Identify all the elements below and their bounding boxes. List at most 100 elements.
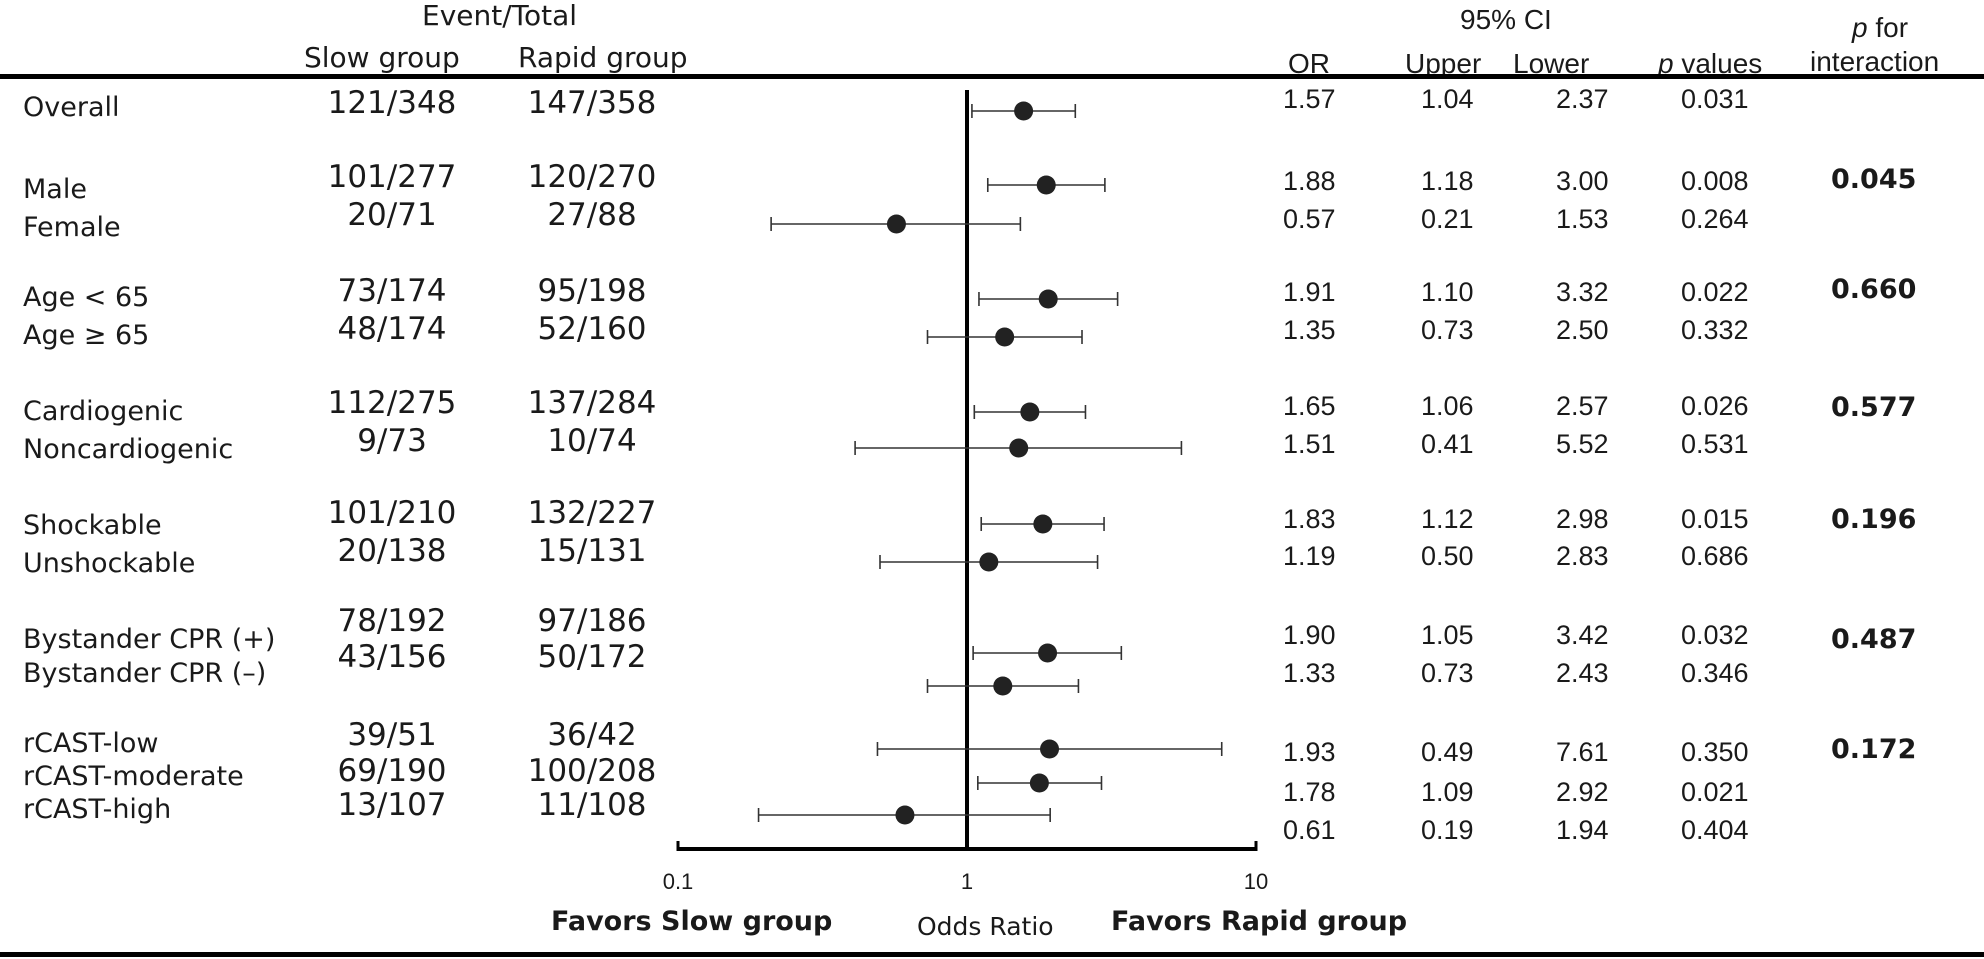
slow-group-count: 39/51 <box>347 717 437 753</box>
p-values-rest: values <box>1673 48 1763 79</box>
or-value: 1.93 <box>1283 737 1336 767</box>
or-point <box>979 552 999 572</box>
p-value: 0.350 <box>1681 737 1749 767</box>
rapid-group-count: 11/108 <box>537 787 647 823</box>
p-values-italic: p <box>1658 48 1674 79</box>
rapid-group-count: 10/74 <box>547 423 637 459</box>
or-value: 1.35 <box>1283 315 1336 345</box>
ci-header: 95% CI <box>1460 4 1552 35</box>
row-label: Cardiogenic <box>23 396 184 427</box>
ci-upper-value: 0.73 <box>1421 315 1474 345</box>
or-point <box>1014 101 1034 121</box>
p-value: 0.531 <box>1681 429 1749 459</box>
p-interaction-bystander: 0.487 <box>1831 624 1917 655</box>
x-tick-label: 0.1 <box>663 869 694 894</box>
rapid-group-count: 15/131 <box>537 533 647 569</box>
p-value: 0.015 <box>1681 504 1749 534</box>
row-label: Male <box>23 174 87 205</box>
or-header: OR <box>1288 48 1330 79</box>
row-label: Noncardiogenic <box>23 434 234 465</box>
slow-group-count: 112/275 <box>327 385 457 421</box>
ci-lower-value: 5.52 <box>1556 429 1609 459</box>
or-point <box>1040 739 1060 759</box>
p-value: 0.686 <box>1681 541 1749 571</box>
row-label: Age ≥ 65 <box>23 320 150 351</box>
rapid-group-count: 97/186 <box>537 603 647 639</box>
slow-group-count: 78/192 <box>337 603 447 639</box>
slow-group-count: 20/71 <box>347 197 437 233</box>
slow-group-count: 13/107 <box>337 787 447 823</box>
rapid-group-count: 36/42 <box>547 717 637 753</box>
rapid-group-count: 95/198 <box>537 273 647 309</box>
or-value: 1.91 <box>1283 277 1336 307</box>
slow-group-count: 9/73 <box>357 423 427 459</box>
or-value: 1.88 <box>1283 166 1336 196</box>
p-interaction-rcast: 0.172 <box>1831 734 1917 765</box>
ci-lower-value: 2.92 <box>1556 777 1609 807</box>
slow-group-count: 20/138 <box>337 533 447 569</box>
ci-lower-value: 1.53 <box>1556 204 1609 234</box>
ci-upper-value: 1.04 <box>1421 84 1474 114</box>
ci-upper-value: 0.50 <box>1421 541 1474 571</box>
or-point <box>1036 175 1056 195</box>
or-value: 1.65 <box>1283 391 1336 421</box>
rapid-group-header: Rapid group <box>518 41 688 74</box>
slow-group-count: 73/174 <box>337 273 447 309</box>
p-interaction-etiology: 0.577 <box>1831 392 1917 423</box>
p-value: 0.032 <box>1681 620 1749 650</box>
or-value: 1.33 <box>1283 658 1336 688</box>
p-value: 0.346 <box>1681 658 1749 688</box>
p-value: 0.404 <box>1681 815 1749 845</box>
lower-header: Lower <box>1513 48 1590 79</box>
ci-lower-value: 2.98 <box>1556 504 1609 534</box>
ci-upper-value: 1.09 <box>1421 777 1474 807</box>
or-point <box>995 327 1015 347</box>
x-tick-label: 10 <box>1244 869 1268 894</box>
ci-upper-value: 1.06 <box>1421 391 1474 421</box>
rapid-group-count: 50/172 <box>537 639 647 675</box>
p-value: 0.026 <box>1681 391 1749 421</box>
rapid-group-count: 120/270 <box>527 159 657 195</box>
or-value: 0.61 <box>1283 815 1336 845</box>
p-value: 0.264 <box>1681 204 1749 234</box>
or-point <box>1020 402 1040 422</box>
slow-group-count: 101/277 <box>327 159 457 195</box>
or-point <box>1038 643 1058 663</box>
row-label: Age < 65 <box>23 282 150 313</box>
or-point <box>1033 514 1053 534</box>
or-point <box>1038 289 1058 309</box>
ci-lower-value: 2.43 <box>1556 658 1609 688</box>
ci-upper-value: 0.49 <box>1421 737 1474 767</box>
or-point <box>895 805 915 825</box>
row-label: Female <box>23 212 121 243</box>
upper-header: Upper <box>1405 48 1482 79</box>
row-label: Bystander CPR (–) <box>23 658 267 689</box>
p-for-rest: for <box>1867 12 1909 43</box>
row-label: Unshockable <box>23 548 196 579</box>
ci-upper-value: 0.19 <box>1421 815 1474 845</box>
rapid-group-count: 137/284 <box>527 385 657 421</box>
p-value: 0.022 <box>1681 277 1749 307</box>
slow-group-header: Slow group <box>304 41 460 74</box>
slow-group-count: 69/190 <box>337 753 447 789</box>
or-value: 0.57 <box>1283 204 1336 234</box>
p-value: 0.031 <box>1681 84 1749 114</box>
row-label: rCAST-high <box>23 794 172 825</box>
rapid-group-count: 100/208 <box>527 753 657 789</box>
ci-upper-value: 1.12 <box>1421 504 1474 534</box>
or-value: 1.57 <box>1283 84 1336 114</box>
x-tick-label: 1 <box>961 869 973 894</box>
or-point <box>886 214 906 234</box>
or-value: 1.51 <box>1283 429 1336 459</box>
p-for-italic: p <box>1852 12 1868 43</box>
or-point <box>1009 438 1029 458</box>
ci-lower-value: 2.50 <box>1556 315 1609 345</box>
interaction-header: interaction <box>1810 46 1940 77</box>
p-value: 0.021 <box>1681 777 1749 807</box>
odds-ratio-label: Odds Ratio <box>917 912 1054 941</box>
favors-slow-label: Favors Slow group <box>551 906 833 937</box>
or-point <box>993 676 1013 696</box>
ci-upper-value: 0.41 <box>1421 429 1474 459</box>
p-interaction-sex: 0.045 <box>1831 164 1917 195</box>
